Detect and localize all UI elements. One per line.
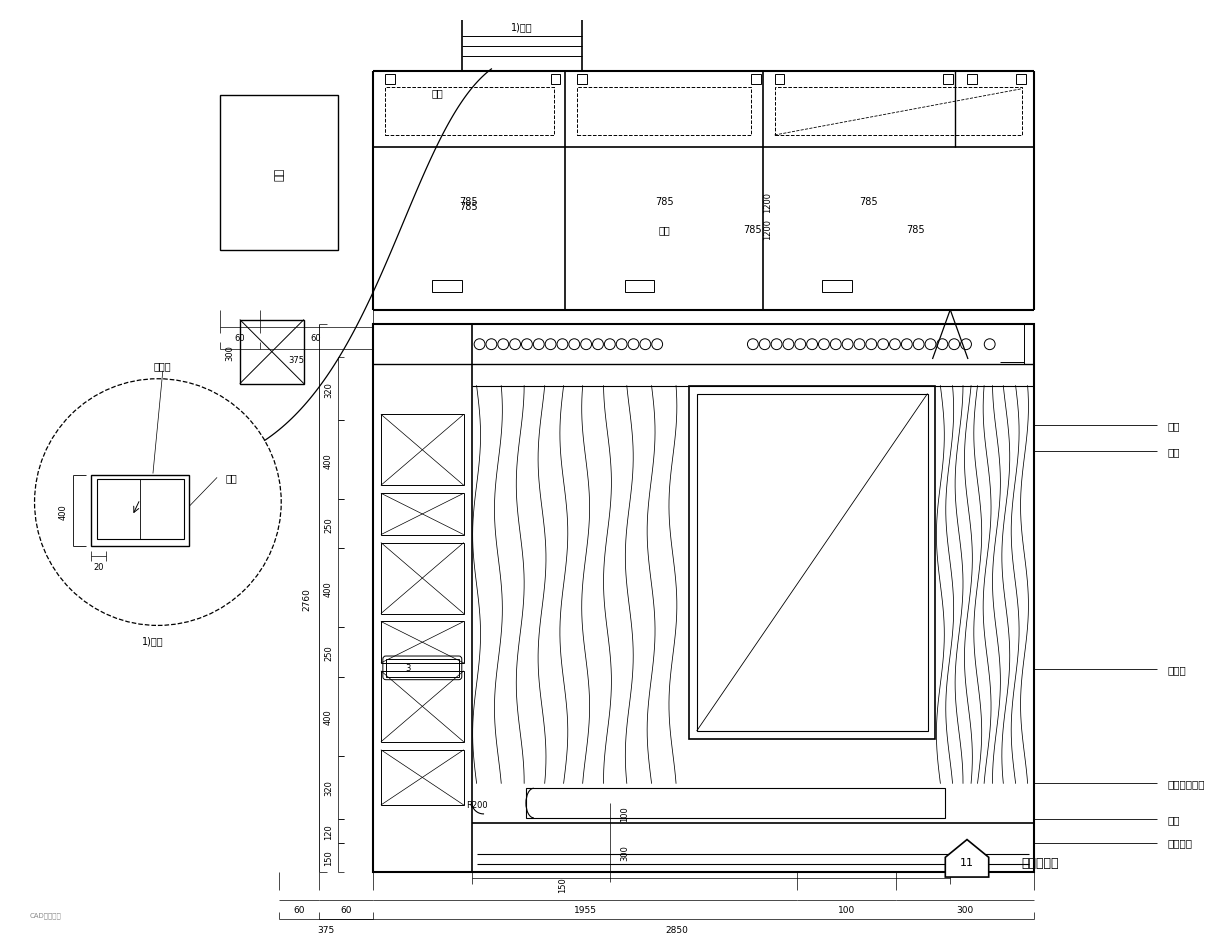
Text: 1200: 1200: [763, 192, 772, 212]
Text: 785: 785: [460, 202, 478, 212]
Text: 250: 250: [325, 645, 333, 660]
Text: 1955: 1955: [573, 905, 596, 914]
Bar: [385, 88, 554, 136]
Bar: [385, 75, 395, 84]
Text: 785: 785: [460, 197, 478, 207]
Bar: [432, 281, 462, 293]
Text: 沙发垫: 沙发垫: [1167, 665, 1186, 674]
Text: 375: 375: [288, 355, 304, 364]
Text: 320: 320: [325, 780, 333, 796]
Text: 搂扣: 搂扣: [658, 225, 670, 235]
Bar: [775, 88, 1022, 136]
Bar: [97, 480, 183, 539]
Text: 375: 375: [317, 925, 334, 934]
Text: 2760: 2760: [303, 587, 311, 610]
Bar: [91, 475, 189, 547]
Bar: [775, 75, 785, 84]
Text: 60: 60: [293, 905, 304, 914]
Text: 150: 150: [558, 876, 567, 892]
Text: 沙发垫: 沙发垫: [154, 360, 171, 371]
Bar: [381, 543, 463, 614]
Text: 1)剖面: 1)剖面: [512, 22, 532, 33]
Bar: [381, 671, 463, 742]
Text: 2850: 2850: [665, 925, 688, 934]
Text: 785: 785: [654, 197, 674, 207]
Bar: [373, 325, 1034, 872]
Bar: [944, 75, 954, 84]
Bar: [624, 281, 654, 293]
Bar: [696, 394, 927, 731]
Text: 785: 785: [906, 225, 925, 235]
Text: 铰链: 铰链: [226, 473, 238, 483]
Bar: [220, 96, 338, 251]
Text: 白色混水油漆: 白色混水油漆: [1167, 779, 1205, 788]
Text: 3: 3: [404, 664, 410, 673]
Text: 400: 400: [325, 452, 333, 468]
Text: 灰镜: 灰镜: [1167, 814, 1179, 824]
Text: 300: 300: [620, 844, 629, 860]
Text: 墙纸: 墙纸: [1167, 446, 1179, 456]
Text: 120: 120: [325, 823, 333, 839]
Text: 20: 20: [93, 563, 104, 571]
Text: 窗帘: 窗帘: [1167, 420, 1179, 431]
Text: 镜链: 镜链: [431, 89, 443, 98]
Text: 400: 400: [325, 709, 333, 724]
Text: R200: R200: [466, 799, 488, 809]
Text: 书房榻榻米: 书房榻榻米: [1021, 856, 1059, 869]
Text: 250: 250: [325, 517, 333, 532]
Text: 60: 60: [310, 333, 321, 343]
Bar: [381, 415, 463, 486]
Bar: [577, 75, 587, 84]
Bar: [822, 281, 852, 293]
Bar: [550, 75, 560, 84]
Bar: [240, 320, 304, 385]
Polygon shape: [945, 840, 989, 877]
Text: 300: 300: [226, 344, 234, 360]
Bar: [689, 387, 935, 739]
Text: 150: 150: [325, 850, 333, 865]
Text: 地面抬高: 地面抬高: [1167, 838, 1193, 848]
Text: 1)剖面: 1)剖面: [142, 636, 164, 646]
Text: 785: 785: [859, 197, 877, 207]
Text: 60: 60: [234, 333, 245, 343]
Text: 书柜: 书柜: [274, 168, 284, 181]
Bar: [386, 659, 459, 677]
Text: 100: 100: [620, 805, 629, 821]
Bar: [381, 622, 463, 664]
Text: 785: 785: [744, 225, 762, 235]
Bar: [751, 75, 760, 84]
Text: 100: 100: [838, 905, 856, 914]
Text: CAD图纸下载: CAD图纸下载: [30, 912, 62, 918]
Bar: [381, 750, 463, 805]
Bar: [577, 88, 751, 136]
Text: 320: 320: [325, 381, 333, 397]
Text: 400: 400: [325, 580, 333, 596]
Text: 1200: 1200: [763, 219, 772, 240]
Bar: [526, 788, 945, 818]
Text: 300: 300: [956, 905, 974, 914]
Bar: [1016, 75, 1026, 84]
Text: 60: 60: [340, 905, 351, 914]
Bar: [381, 493, 463, 535]
Text: 400: 400: [59, 504, 68, 519]
Text: 11: 11: [960, 857, 974, 868]
Bar: [967, 75, 976, 84]
